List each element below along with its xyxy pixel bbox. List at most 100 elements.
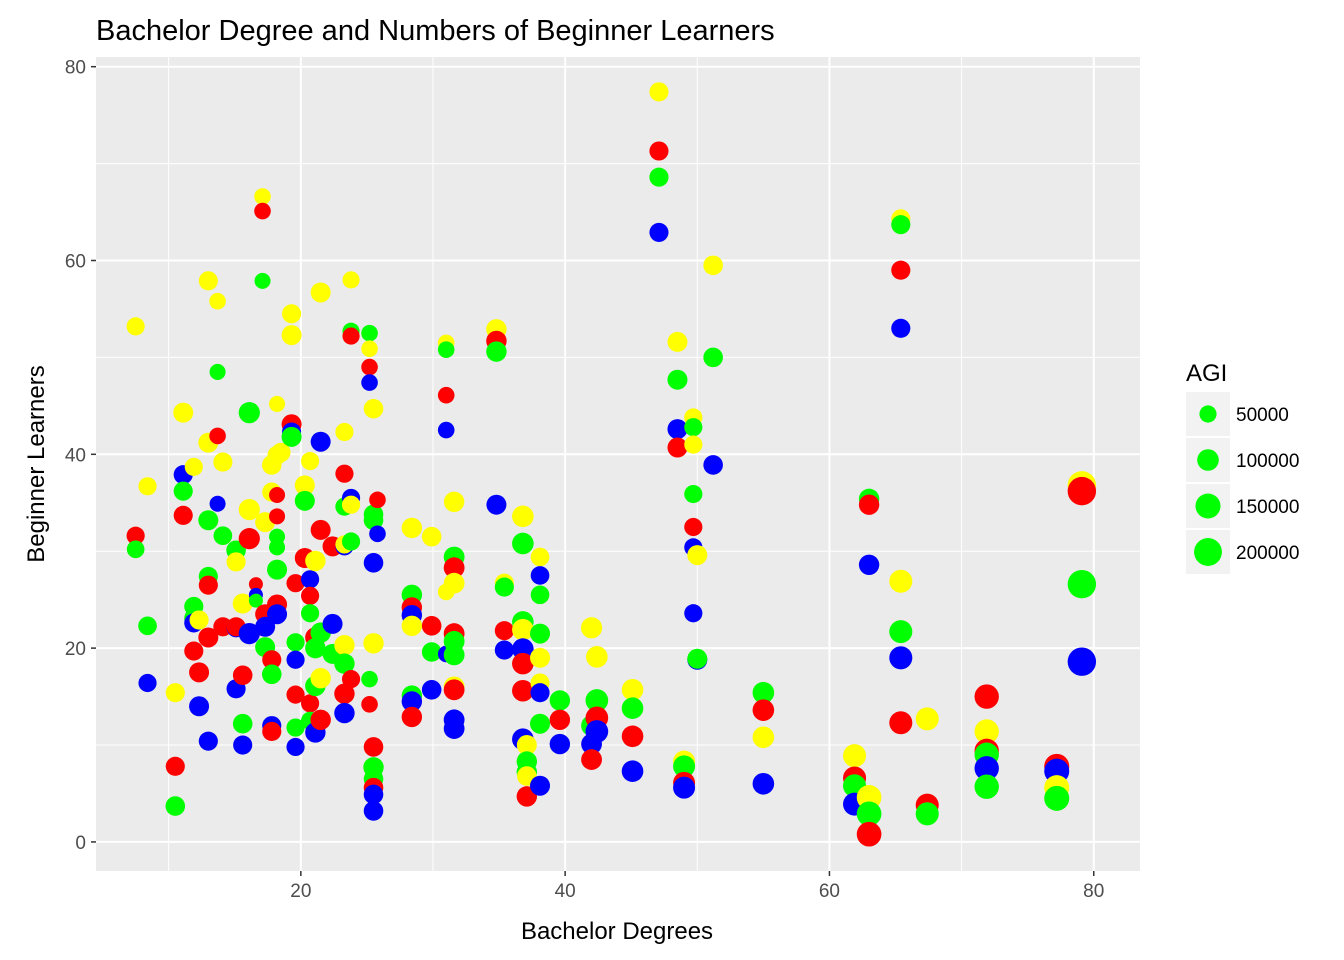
data-point (267, 604, 288, 625)
legend-key-circle (1195, 493, 1221, 519)
data-point (437, 421, 455, 439)
data-point (267, 559, 288, 580)
data-point (248, 593, 263, 608)
size-legend: AGI 50000 100000 150000 200000 (1186, 360, 1299, 574)
data-point (232, 665, 253, 686)
data-point (341, 532, 361, 551)
data-point (549, 709, 571, 731)
data-point (369, 525, 386, 543)
data-point (184, 641, 204, 661)
data-point (126, 317, 145, 336)
data-point (858, 554, 880, 575)
data-point (703, 347, 723, 368)
data-point (530, 775, 551, 796)
data-point (138, 673, 157, 693)
data-point (752, 726, 775, 749)
data-point (889, 646, 913, 670)
data-point (915, 707, 939, 731)
data-point (310, 431, 331, 452)
data-point (443, 572, 465, 594)
data-point (310, 282, 331, 303)
data-point (580, 617, 603, 639)
data-point (687, 648, 708, 669)
data-point (530, 547, 550, 567)
y-axis-ticks: 0 20 40 60 80 (65, 58, 96, 854)
data-point (334, 635, 355, 656)
data-point (549, 733, 571, 755)
data-point (209, 427, 226, 445)
data-point (649, 167, 669, 187)
data-point (891, 260, 911, 280)
data-point (173, 402, 194, 423)
x-tick-label: 80 (1083, 881, 1104, 902)
data-point (1067, 476, 1097, 506)
y-tick-label: 80 (65, 58, 86, 79)
data-point (184, 457, 203, 476)
data-point (173, 505, 193, 525)
data-point (126, 540, 145, 559)
data-point (361, 374, 378, 391)
data-point (198, 510, 219, 531)
data-point (974, 684, 999, 709)
data-point (703, 455, 723, 475)
data-point (421, 616, 442, 636)
data-point (232, 593, 253, 614)
legend-key-circle (1197, 449, 1219, 471)
data-point (198, 627, 219, 648)
data-point (189, 696, 210, 717)
data-point (703, 255, 723, 276)
data-point (341, 495, 361, 514)
data-point (269, 487, 286, 504)
data-point (269, 395, 286, 412)
data-point (138, 616, 157, 636)
data-point (238, 528, 260, 550)
data-point (530, 623, 551, 644)
chart-title: Bachelor Degree and Numbers of Beginner … (96, 15, 775, 47)
data-point (363, 737, 384, 757)
data-point (530, 647, 551, 668)
data-point (361, 670, 378, 688)
data-point (486, 494, 507, 515)
data-point (198, 271, 218, 291)
data-point (269, 508, 286, 525)
data-point (305, 637, 326, 659)
data-point (649, 222, 669, 242)
data-point (684, 418, 703, 437)
data-points (126, 82, 1097, 847)
data-point (443, 644, 465, 666)
data-point (361, 340, 378, 357)
data-point (684, 604, 703, 623)
legend-label: 50000 (1236, 405, 1289, 426)
data-point (342, 271, 360, 289)
data-point (300, 586, 320, 605)
data-point (322, 613, 343, 634)
y-tick-label: 60 (65, 252, 86, 273)
data-point (687, 545, 708, 566)
data-point (254, 272, 271, 289)
data-point (361, 324, 378, 342)
y-tick-label: 20 (65, 639, 86, 660)
data-point (310, 667, 331, 689)
data-point (189, 610, 209, 630)
data-point (891, 318, 911, 338)
data-point (512, 679, 534, 702)
data-point (334, 683, 355, 704)
data-point (334, 653, 355, 674)
data-point (974, 774, 999, 799)
data-point (421, 642, 442, 662)
legend-key-circle (1199, 405, 1217, 423)
data-point (752, 699, 775, 721)
data-point (286, 718, 305, 737)
data-point (494, 577, 514, 597)
data-point (262, 721, 282, 742)
data-point (585, 720, 609, 743)
data-point (209, 292, 226, 310)
data-point (173, 481, 193, 501)
data-point (294, 490, 315, 511)
data-point (843, 744, 867, 768)
data-point (437, 341, 455, 358)
data-point (752, 681, 775, 704)
data-point (282, 304, 302, 324)
data-point (281, 325, 302, 346)
